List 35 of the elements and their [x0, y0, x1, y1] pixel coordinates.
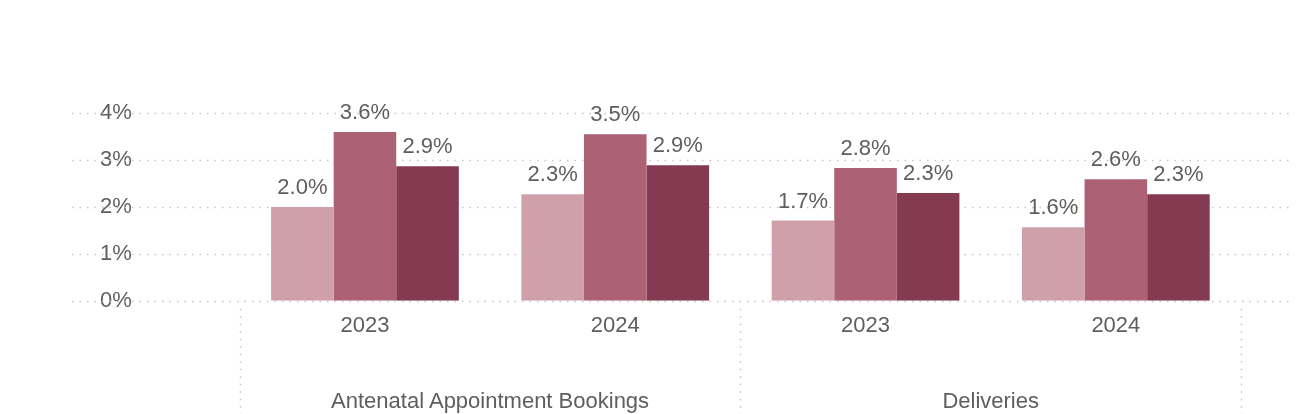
text: Antenatal Appointment Bookings	[331, 388, 650, 414]
y-tick-label: 1%	[100, 239, 132, 265]
bar	[834, 168, 897, 301]
x-tick-label: 2024	[590, 312, 640, 338]
data-label: 2.3%	[903, 159, 954, 185]
bar	[333, 131, 397, 301]
x-tick-label: 2023	[841, 312, 891, 338]
bar	[1021, 227, 1085, 301]
bar	[521, 194, 584, 301]
x-tick-label: 2024	[1091, 312, 1141, 338]
data-label: 2.6%	[1090, 146, 1141, 172]
y-tick-label: 2%	[100, 193, 132, 219]
data-label: 2.9%	[652, 132, 703, 158]
bar	[1147, 194, 1210, 301]
data-label: 2.3%	[527, 161, 578, 187]
data-label: 1.7%	[777, 187, 829, 213]
data-label: 3.5%	[590, 101, 641, 127]
bar	[896, 192, 960, 301]
data-label: 3.6%	[339, 99, 391, 125]
x-tick-label: 2023	[340, 312, 390, 338]
bar	[271, 207, 334, 301]
y-tick-label: 3%	[100, 146, 132, 172]
bar	[1084, 179, 1148, 301]
bar	[583, 134, 647, 301]
bar	[646, 165, 710, 301]
bar	[771, 220, 835, 301]
data-label: 2.8%	[840, 135, 891, 161]
y-tick-label: 0%	[100, 286, 132, 312]
text: Deliveries	[942, 388, 1039, 414]
data-label: 1.6%	[1028, 194, 1079, 220]
data-label: 2.0%	[277, 174, 328, 200]
data-label: 2.9%	[402, 133, 453, 159]
bar	[396, 166, 459, 301]
data-label: 2.3%	[1153, 161, 1204, 187]
y-tick-label: 4%	[100, 99, 132, 125]
